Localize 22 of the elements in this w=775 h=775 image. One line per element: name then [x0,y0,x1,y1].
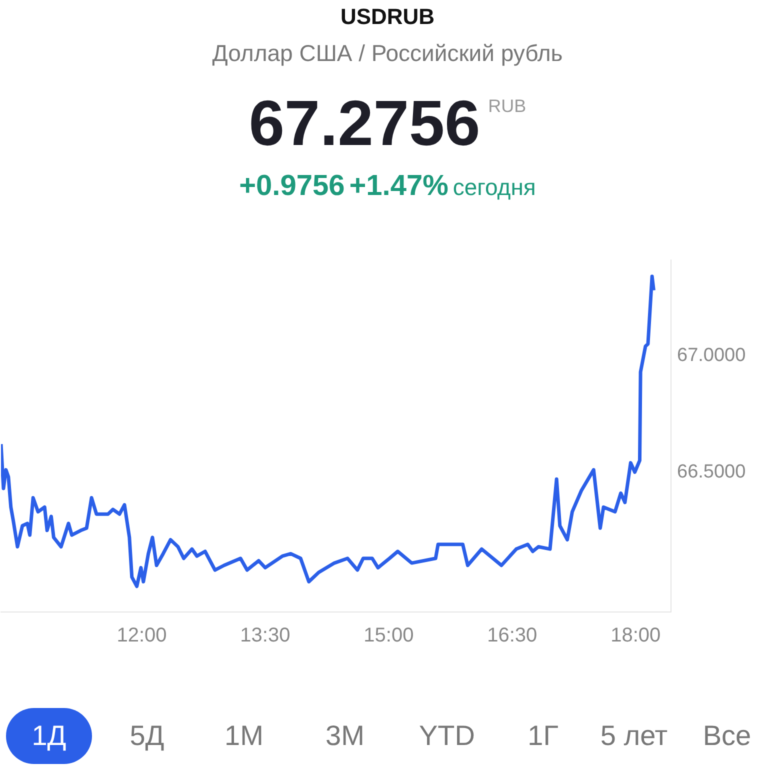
text: 1Г [526,719,560,753]
chart-subtitle: Доллар США / Российский рубль [211,40,564,67]
text: 3М [324,719,366,753]
text: 67.2756 [248,87,480,159]
x-tick-label: 16:30 [487,624,538,647]
text: RUB [488,96,526,116]
text: 5Д [128,719,166,753]
y-tick-label: 66.5000 [676,461,746,482]
x-tick-label: 15:00 [364,624,414,647]
text: +1.47% [349,170,448,202]
text: YTD [418,719,476,753]
text: сегодня [452,174,536,200]
y-tick-label: 67.0000 [676,344,746,366]
text: 1Д [6,708,92,764]
text: 1М [224,719,264,753]
x-tick-label: 13:30 [240,624,290,647]
text: +0.9756 [239,170,345,202]
x-tick-label: 18:00 [610,624,661,647]
chart-title: USDRUB [339,4,436,30]
text: 5 лет [599,719,669,753]
text: Все [702,719,752,753]
x-tick-label: 12:00 [116,624,167,647]
